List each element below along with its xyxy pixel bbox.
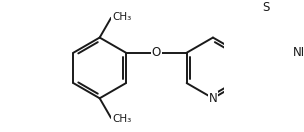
Text: O: O bbox=[152, 46, 161, 59]
Text: N: N bbox=[209, 92, 217, 105]
Text: CH₃: CH₃ bbox=[112, 114, 131, 124]
Text: NH: NH bbox=[293, 46, 304, 59]
Text: CH₃: CH₃ bbox=[112, 12, 131, 22]
Text: S: S bbox=[262, 1, 269, 14]
Text: 2: 2 bbox=[303, 50, 304, 59]
